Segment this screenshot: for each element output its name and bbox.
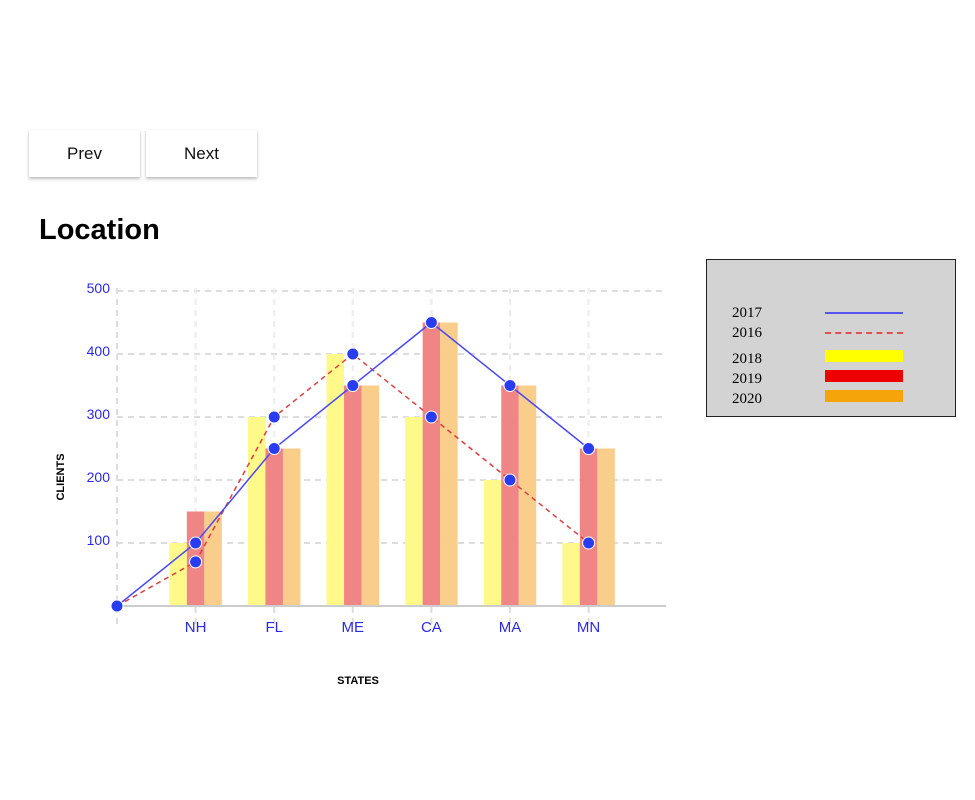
x-tick-label: NH: [185, 619, 207, 636]
point-2016-fl: [267, 410, 281, 424]
chart-bars: [169, 322, 615, 606]
y-tick-label: 100: [87, 532, 111, 548]
x-tick-label: FL: [265, 619, 283, 636]
legend-swatch-2017: [825, 312, 903, 314]
x-tick-label: MN: [577, 619, 600, 636]
bar-2018-me: [326, 354, 345, 606]
point-2017-fl: [267, 442, 281, 455]
bar-2019-fl: [265, 448, 283, 606]
bar-2018-nh: [169, 543, 187, 606]
bar-2019-ca: [422, 322, 441, 606]
prev-button[interactable]: Prev: [29, 130, 140, 177]
point-2017-mn: [582, 442, 596, 455]
point-2016-mn: [582, 536, 596, 550]
point-2017-ca: [424, 316, 438, 329]
page-title: Location: [39, 214, 160, 246]
bar-2020-me: [361, 385, 380, 606]
point-2016-me: [346, 347, 360, 361]
bar-2019-me: [344, 385, 362, 606]
bar-2018-fl: [247, 417, 266, 606]
x-axis-title: STATES: [337, 675, 379, 687]
point-2016-ca: [424, 410, 438, 424]
bar-2020-ca: [440, 322, 458, 606]
point-2017-nh: [189, 536, 203, 550]
legend-label-2020: 2020: [732, 391, 762, 407]
bar-2018-mn: [562, 543, 580, 606]
legend-label-2019: 2019: [732, 371, 762, 387]
point-2016-nh: [189, 555, 203, 569]
y-tick-label: 500: [87, 280, 111, 296]
bar-2020-nh: [204, 511, 222, 606]
chart-legend: 2017 2016 2018 2019 2020: [706, 259, 956, 417]
legend-label-2018: 2018: [732, 351, 762, 367]
bar-2020-fl: [282, 448, 301, 606]
x-tick-label: MA: [499, 619, 522, 636]
legend-swatch-2016: [825, 332, 903, 334]
chart-labels: 100 200 300 400 500 NH FL ME CA MA MN STATES CLIENTS: [55, 280, 600, 687]
bar-2020-ma: [518, 385, 537, 606]
legend-label-2016: 2016: [732, 325, 762, 341]
legend-swatch-2018: [825, 350, 903, 362]
legend-swatch-2019: [825, 370, 903, 382]
x-tick-label: CA: [421, 619, 442, 636]
y-axis-title: CLIENTS: [55, 453, 67, 500]
bar-2020-mn: [597, 448, 615, 606]
legend-swatch-2020: [825, 390, 903, 402]
next-button[interactable]: Next: [146, 130, 257, 177]
point-2017-origin: [110, 599, 124, 613]
point-2017-me: [346, 379, 360, 392]
point-2017-ma: [503, 379, 517, 392]
pager-controls: Prev Next: [29, 130, 257, 177]
chart-lines: [110, 316, 596, 613]
y-tick-label: 200: [87, 469, 111, 485]
y-tick-label: 400: [87, 343, 111, 359]
x-tick-label: ME: [342, 619, 365, 636]
bar-2019-mn: [579, 448, 598, 606]
bar-2018-ma: [483, 480, 502, 606]
legend-label-2017: 2017: [732, 305, 762, 321]
bar-2018-ca: [405, 417, 423, 606]
bar-2019-ma: [501, 385, 519, 606]
point-2016-ma: [503, 473, 517, 487]
y-tick-label: 300: [87, 406, 111, 422]
